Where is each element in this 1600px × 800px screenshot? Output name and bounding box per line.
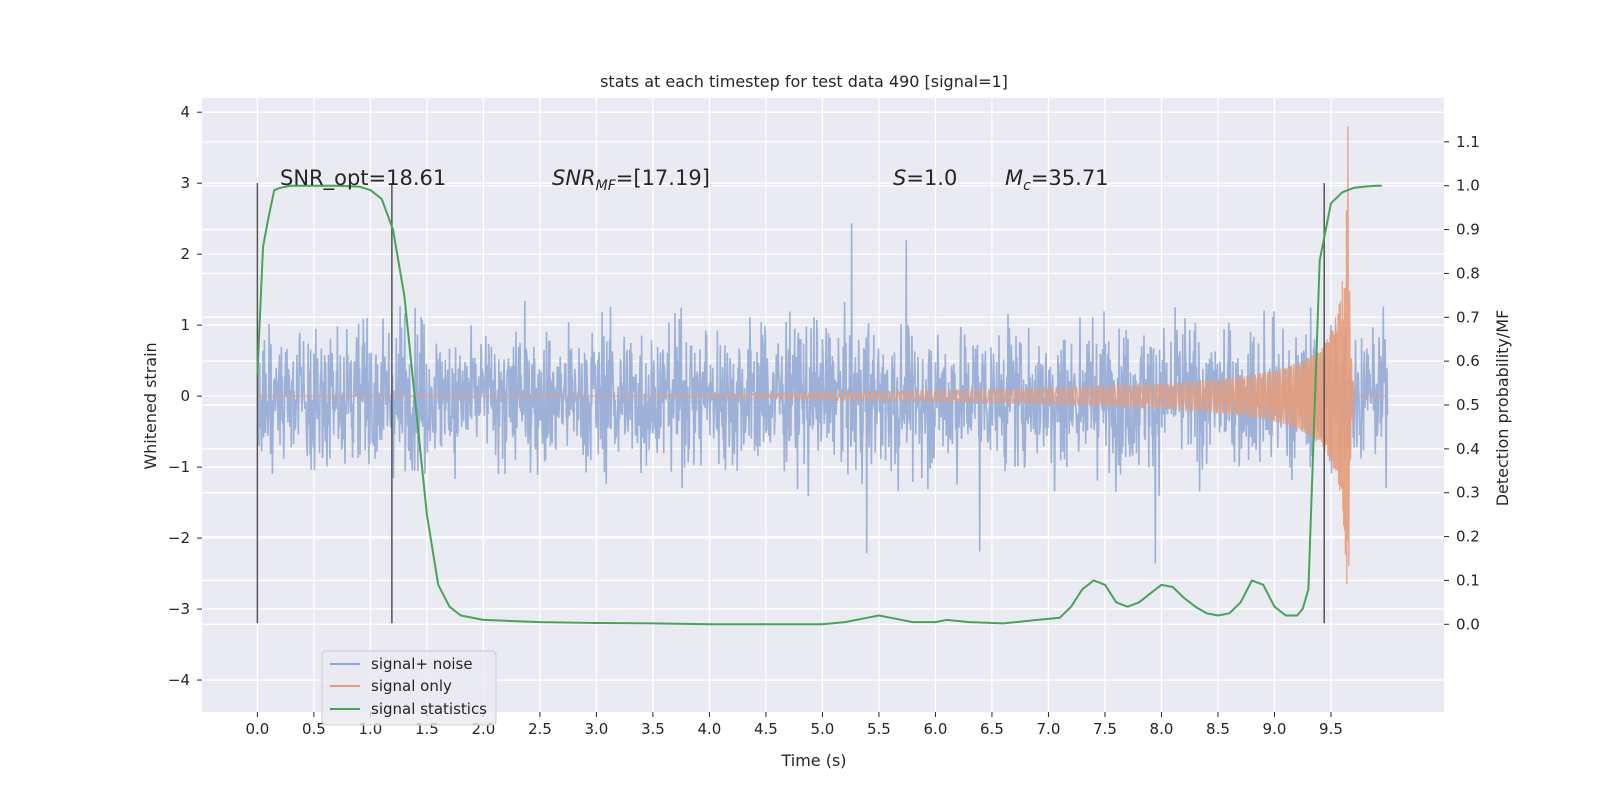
line-signal-only — [257, 126, 1388, 585]
series-signal-only — [257, 126, 1388, 585]
x-tick-label: 3.5 — [641, 720, 665, 738]
y2-axis-ticks: 1.1 1.0 0.9 0.8 0.7 0.6 0.5 0.4 0.3 0.2 0.1 0.0 — [1444, 133, 1480, 633]
legend: signal+ noise signal only signal statist… — [321, 650, 497, 726]
y2-tick-label: 0.3 — [1456, 484, 1480, 502]
series-signal-statistics — [256, 184, 1382, 626]
line-signal-noise — [256, 223, 1389, 564]
annotation-s: S=1.0 — [893, 166, 957, 190]
y2-tick-label: 0.1 — [1456, 571, 1480, 589]
x-tick-label: 6.0 — [924, 720, 948, 738]
y-axis-label: Whitened strain — [141, 342, 160, 469]
vertical-markers — [256, 183, 1325, 624]
y2-tick-label: 1.0 — [1456, 177, 1480, 195]
y2-tick-label: 0.5 — [1456, 396, 1480, 414]
y-tick-label: 2 — [180, 245, 190, 263]
legend-label-signal-statistics: signal statistics — [371, 700, 487, 718]
series-signal-noise — [256, 223, 1389, 564]
y-tick-label: −4 — [168, 671, 190, 689]
x-tick-label: 4.0 — [697, 720, 721, 738]
x-tick-label: 4.5 — [754, 720, 778, 738]
y-tick-label: 3 — [180, 174, 190, 192]
x-tick-label: 0.5 — [302, 720, 326, 738]
x-tick-label: 8.0 — [1150, 720, 1174, 738]
annotation-mc: Mc=35.71 — [1005, 166, 1109, 194]
x-tick-label: 8.5 — [1206, 720, 1230, 738]
y-tick-label: −3 — [168, 600, 190, 618]
y2-tick-label: 0.7 — [1456, 308, 1480, 326]
y-axis-ticks: 4 3 2 1 0 −1 −2 −3 −4 — [168, 103, 202, 689]
y2-tick-label: 0.9 — [1456, 221, 1480, 239]
x-tick-label: 2.5 — [528, 720, 552, 738]
legend-label-signal-noise: signal+ noise — [371, 655, 473, 673]
y2-tick-label: 0.4 — [1456, 440, 1480, 458]
y2-tick-label: 0.0 — [1456, 615, 1480, 633]
x-axis-ticks: 0.0 0.5 1.0 1.5 2.0 2.5 3.0 3.5 4.0 4.5 5.0 5.5 6.0 6… — [245, 712, 1343, 738]
x-tick-label: 9.0 — [1263, 720, 1287, 738]
legend-label-signal-only: signal only — [371, 677, 452, 695]
x-tick-label: 5.5 — [867, 720, 891, 738]
y2-tick-label: 1.1 — [1456, 133, 1480, 151]
x-tick-label: 7.0 — [1037, 720, 1061, 738]
y2-tick-label: 0.8 — [1456, 264, 1480, 282]
y-tick-label: −1 — [168, 458, 190, 476]
y2-tick-label: 0.6 — [1456, 352, 1480, 370]
y2-tick-label: 0.2 — [1456, 528, 1480, 546]
x-tick-label: 3.0 — [584, 720, 608, 738]
x-tick-label: 0.0 — [245, 720, 269, 738]
x-tick-label: 9.5 — [1319, 720, 1343, 738]
legend-box — [321, 650, 497, 726]
annotation-snr-opt: SNR_opt=18.61 — [280, 166, 446, 191]
y-tick-label: 4 — [180, 103, 190, 121]
chart-title: stats at each timestep for test data 490… — [600, 72, 1008, 91]
x-tick-label: 5.0 — [811, 720, 835, 738]
x-tick-label: 6.5 — [980, 720, 1004, 738]
x-axis-label: Time (s) — [780, 751, 846, 770]
y-tick-label: −2 — [168, 529, 190, 547]
y-tick-label: 0 — [180, 387, 190, 405]
y2-axis-label: Detection probability/MF — [1493, 310, 1512, 507]
annotation-snr-mf: SNRMF=[17.19] — [552, 166, 710, 194]
line-signal-statistics — [256, 184, 1382, 626]
y-tick-label: 1 — [180, 316, 190, 334]
x-tick-label: 7.5 — [1093, 720, 1117, 738]
